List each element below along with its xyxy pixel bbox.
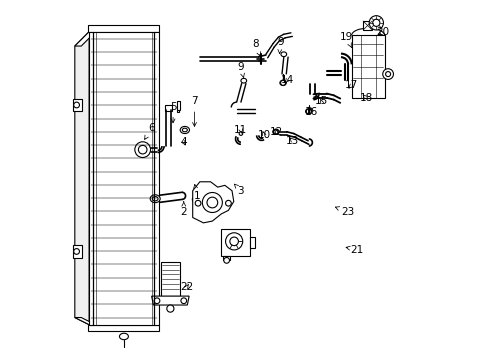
Circle shape — [74, 102, 80, 108]
Ellipse shape — [180, 126, 189, 134]
Ellipse shape — [272, 129, 279, 134]
Text: 17: 17 — [345, 80, 358, 90]
Ellipse shape — [279, 80, 285, 86]
Circle shape — [305, 109, 311, 114]
Circle shape — [372, 19, 379, 26]
Circle shape — [368, 16, 383, 30]
Circle shape — [382, 69, 393, 80]
Text: 13: 13 — [285, 136, 299, 146]
Circle shape — [74, 249, 80, 254]
Text: 9: 9 — [276, 37, 283, 54]
Ellipse shape — [150, 195, 160, 203]
Text: 22: 22 — [180, 282, 193, 292]
Text: 2: 2 — [180, 202, 187, 217]
Bar — [88, 25, 159, 32]
Circle shape — [273, 130, 278, 134]
Text: 9: 9 — [237, 63, 244, 78]
Polygon shape — [192, 182, 233, 223]
Text: 3: 3 — [234, 184, 244, 196]
Circle shape — [202, 193, 222, 212]
Bar — [160, 262, 180, 296]
Bar — [88, 325, 159, 331]
Polygon shape — [73, 99, 82, 111]
Bar — [221, 229, 249, 256]
Ellipse shape — [305, 109, 311, 114]
Ellipse shape — [192, 195, 201, 203]
Circle shape — [225, 233, 242, 250]
Bar — [363, 21, 371, 30]
Polygon shape — [75, 32, 95, 46]
Circle shape — [280, 80, 285, 85]
Circle shape — [138, 145, 147, 154]
Text: 20: 20 — [376, 27, 389, 37]
Text: 21: 21 — [346, 245, 363, 255]
Text: 23: 23 — [335, 207, 354, 217]
Text: 1: 1 — [193, 184, 200, 201]
Bar — [351, 35, 384, 98]
Polygon shape — [75, 318, 95, 325]
Circle shape — [135, 142, 150, 157]
Circle shape — [224, 257, 229, 263]
Text: 18: 18 — [359, 93, 372, 103]
Text: 10: 10 — [257, 130, 270, 140]
Bar — [223, 256, 230, 260]
Text: 4: 4 — [180, 138, 187, 148]
Circle shape — [239, 132, 242, 135]
Ellipse shape — [182, 128, 187, 132]
Bar — [176, 102, 180, 111]
Ellipse shape — [119, 333, 128, 340]
Circle shape — [225, 201, 231, 206]
Text: 16: 16 — [305, 107, 318, 117]
Ellipse shape — [152, 197, 158, 201]
Ellipse shape — [241, 78, 246, 83]
Bar — [165, 105, 172, 111]
Text: 5: 5 — [169, 102, 176, 123]
Text: 8: 8 — [251, 39, 260, 56]
Text: 12: 12 — [269, 127, 283, 137]
Circle shape — [193, 196, 200, 203]
Polygon shape — [73, 245, 82, 258]
Bar — [89, 32, 159, 325]
Circle shape — [166, 305, 174, 312]
Text: 11: 11 — [234, 125, 247, 135]
Text: 7: 7 — [191, 96, 198, 126]
Circle shape — [154, 298, 160, 303]
Bar — [177, 111, 179, 112]
Polygon shape — [75, 32, 89, 325]
Polygon shape — [151, 296, 189, 305]
Text: 15: 15 — [314, 96, 327, 107]
Circle shape — [229, 237, 238, 246]
Circle shape — [195, 201, 201, 206]
Text: 19: 19 — [339, 32, 352, 48]
Ellipse shape — [281, 52, 286, 57]
Circle shape — [206, 197, 217, 208]
Circle shape — [181, 298, 186, 303]
Text: 6: 6 — [144, 123, 155, 139]
Bar — [249, 237, 255, 248]
Circle shape — [385, 72, 390, 77]
Text: 14: 14 — [280, 75, 293, 85]
